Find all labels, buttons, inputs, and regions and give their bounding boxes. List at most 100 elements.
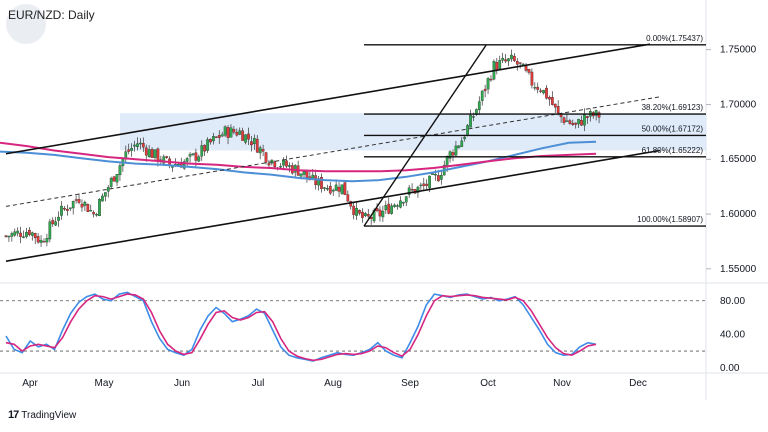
candle-body <box>583 114 586 126</box>
candle-body <box>267 163 271 166</box>
candle-body <box>305 171 309 178</box>
candle-body <box>553 103 557 108</box>
candle-body <box>194 152 198 161</box>
candle-body <box>71 201 75 209</box>
chart-title: EUR/NZD: Daily <box>8 8 95 22</box>
candle-body <box>36 236 40 243</box>
candle-body <box>536 86 540 90</box>
candle-body <box>571 122 575 125</box>
candle-body <box>153 149 157 158</box>
candle-body <box>334 184 338 191</box>
moving-average-line <box>0 140 597 183</box>
candle-body <box>469 115 472 128</box>
candle-body <box>472 116 475 118</box>
candle-body <box>261 149 265 152</box>
candle-body <box>220 134 224 137</box>
candle-body <box>463 136 467 140</box>
candle-body <box>182 161 186 169</box>
candle-body <box>238 130 242 135</box>
candle-body <box>25 232 28 237</box>
candle-body <box>548 97 551 100</box>
candle-body <box>545 87 548 99</box>
candle-body <box>565 120 569 122</box>
candle-body <box>98 199 101 217</box>
channel-lower-line[interactable] <box>5 149 661 262</box>
channel-mid-line[interactable] <box>5 96 661 207</box>
candle-body <box>539 90 542 92</box>
candle-body <box>250 141 253 146</box>
candle-body <box>533 87 537 89</box>
x-tick-label: May <box>95 378 114 389</box>
candle-body <box>477 101 481 111</box>
candle-body <box>212 136 215 142</box>
candle-body <box>343 182 347 195</box>
candle-body <box>22 236 25 238</box>
stochastic-line <box>5 293 597 362</box>
candle-body <box>77 199 81 203</box>
candle-body <box>504 59 507 62</box>
candle-body <box>483 88 487 92</box>
candle-body <box>387 203 391 214</box>
candle-body <box>331 189 335 192</box>
fib-level-label: 0.00%(1.75437) <box>646 34 703 43</box>
y-tick-label: 1.70000 <box>720 99 757 110</box>
fib-level-label: 100.00%(1.58907) <box>637 215 703 224</box>
candle-body <box>288 165 291 167</box>
resistance-zone <box>120 113 706 151</box>
candle-body <box>13 231 17 236</box>
candle-body <box>320 177 323 189</box>
tradingview-brand[interactable]: 17 TradingView <box>8 409 76 421</box>
candle-body <box>258 147 262 154</box>
candle-body <box>264 152 268 163</box>
candle-body <box>384 205 388 211</box>
x-tick-label: Oct <box>480 378 496 389</box>
candle-body <box>28 229 31 235</box>
candle-body <box>393 204 396 207</box>
candle-body <box>317 178 320 186</box>
candle-body <box>200 145 204 157</box>
candle-body <box>217 134 221 138</box>
candle-body <box>144 147 148 156</box>
candle-body <box>399 200 402 208</box>
candle-body <box>521 63 525 66</box>
x-tick-label: Nov <box>553 378 571 389</box>
candle-body <box>513 55 516 61</box>
candle-body <box>299 173 303 177</box>
candle-body <box>337 186 341 192</box>
candle-body <box>139 142 142 145</box>
candle-body <box>165 156 169 158</box>
stochastic-line <box>5 291 597 362</box>
candle-body <box>66 208 69 211</box>
candle-body <box>524 65 528 71</box>
channel-upper-line[interactable] <box>5 43 651 155</box>
candle-body <box>507 58 510 62</box>
candle-body <box>381 210 385 218</box>
fib-level-label: 61.80%(1.65222) <box>642 146 704 155</box>
candle-body <box>530 71 534 86</box>
candle-body <box>594 110 598 116</box>
candle-body <box>147 149 151 157</box>
candle-body <box>156 148 160 162</box>
candle-body <box>361 211 364 218</box>
candle-body <box>89 210 93 212</box>
candle-body <box>203 144 207 152</box>
candle-body <box>83 201 87 206</box>
candle-body <box>235 132 239 136</box>
candle-body <box>188 154 192 157</box>
candle-body <box>527 69 531 73</box>
x-tick-label: Dec <box>629 378 647 389</box>
candle-body <box>185 158 189 162</box>
candle-body <box>197 156 201 162</box>
candle-body <box>30 232 34 236</box>
candle-body <box>86 203 90 212</box>
candle-body <box>378 209 382 217</box>
candle-body <box>460 140 464 147</box>
candle-body <box>209 139 212 143</box>
candle-body <box>4 235 8 237</box>
candle-body <box>466 125 469 136</box>
candle-body <box>404 196 408 203</box>
x-tick-label: Jun <box>174 378 190 389</box>
candle-body <box>364 213 367 217</box>
candle-body <box>7 235 11 238</box>
